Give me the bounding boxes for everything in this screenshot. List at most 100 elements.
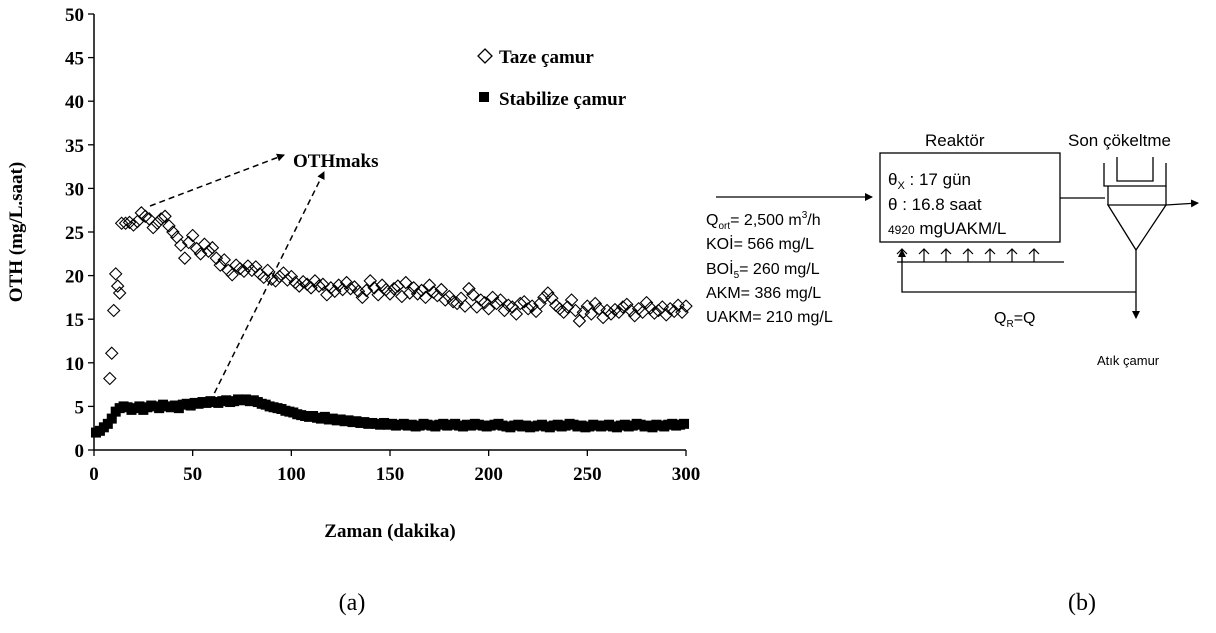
- data-point-taze: [106, 303, 121, 318]
- data-point-taze: [185, 228, 200, 243]
- data-point-taze: [647, 306, 662, 320]
- data-point-taze: [154, 212, 168, 226]
- data-point-taze: [122, 215, 137, 230]
- data-point-taze: [108, 267, 123, 281]
- data-point-taze: [264, 272, 279, 286]
- data-point-taze: [430, 288, 445, 303]
- data-point-taze: [339, 275, 354, 290]
- data-point-taze: [256, 270, 271, 285]
- data-point-taze: [608, 302, 622, 317]
- data-point-taze: [517, 294, 531, 309]
- settler-title: Son çökeltme: [1068, 131, 1171, 150]
- data-point-taze: [181, 235, 196, 250]
- data-point-taze: [616, 300, 630, 314]
- reactor-srt: θX : 17 gün: [888, 170, 971, 192]
- data-point-taze: [576, 305, 591, 320]
- plot-area: 0 5 10 15 20 25 30 35 40 45 50 0 50 100 150 200 250 300: [65, 5, 700, 485]
- annotation-arrow-1: [149, 153, 285, 207]
- data-point-taze: [643, 301, 658, 315]
- data-point-taze: [104, 346, 119, 360]
- data-point-taze: [284, 269, 299, 284]
- recycle-line: [898, 249, 1136, 293]
- reactor-parameters: θX : 17 gün θ : 16.8 saat 4920 mgUAKM/L: [888, 170, 1006, 238]
- y-ticks: 0 5 10 15 20 25 30 35 40 45 50: [65, 5, 94, 462]
- waste-sludge-label: Atık çamur: [1097, 353, 1160, 368]
- series-stabilize-camur: [90, 394, 690, 438]
- data-point-taze: [363, 274, 378, 288]
- legend-label-stabilize: Stabilize çamur: [499, 89, 627, 110]
- aeration-diffusers: [896, 248, 1064, 263]
- data-point-taze: [217, 253, 232, 267]
- data-point-taze: [304, 281, 318, 295]
- data-point-taze: [623, 303, 638, 318]
- data-point-taze: [620, 297, 634, 312]
- data-point-taze: [473, 293, 488, 307]
- data-point-taze: [292, 279, 307, 293]
- data-point-taze: [418, 290, 433, 305]
- data-point-taze: [280, 273, 295, 287]
- othmaks-annotation: OTHmaks: [149, 151, 379, 403]
- panel-label-a: (a): [339, 590, 366, 616]
- y-tick-label: 35: [65, 136, 84, 157]
- data-point-taze: [442, 289, 456, 304]
- annotation-arrow-2: [209, 171, 325, 403]
- data-point-taze: [312, 279, 326, 293]
- x-tick-label: 50: [183, 464, 202, 485]
- data-point-taze: [201, 244, 216, 258]
- legend: Taze çamur Stabilize çamur: [477, 47, 627, 110]
- data-point-taze: [422, 278, 437, 292]
- x-tick-label: 200: [474, 464, 503, 485]
- data-point-taze: [458, 299, 472, 313]
- y-tick-label: 5: [75, 397, 85, 418]
- data-point-taze: [501, 298, 516, 313]
- data-point-taze: [335, 282, 350, 297]
- data-point-taze: [383, 287, 397, 301]
- data-point-taze: [197, 237, 212, 251]
- data-point-taze: [564, 293, 579, 307]
- recycle-label: QR=Q: [994, 310, 1035, 330]
- data-point-taze: [513, 296, 528, 311]
- inflow-uakm: UAKM= 210 mg/L: [706, 309, 833, 326]
- data-point-taze: [679, 299, 693, 313]
- y-tick-label: 20: [65, 267, 84, 288]
- data-point-taze: [541, 286, 555, 300]
- data-point-taze: [604, 307, 618, 321]
- data-point-taze: [521, 301, 535, 316]
- data-point-taze: [193, 247, 208, 261]
- data-point-taze: [359, 283, 374, 298]
- data-point-taze: [150, 216, 164, 231]
- data-point-taze: [568, 303, 583, 318]
- x-tick-label: 0: [89, 464, 99, 485]
- data-point-taze: [434, 282, 449, 297]
- data-point-taze: [114, 216, 129, 231]
- inflow-koi: KOİ= 566 mg/L: [706, 234, 814, 253]
- series-taze-camur: [103, 206, 693, 386]
- data-point-taze: [146, 220, 160, 235]
- data-point-stabilize: [679, 418, 690, 429]
- inflow-parameters: Qort= 2,500 m3/h KOİ= 566 mg/L BOİ5= 260…: [706, 210, 833, 326]
- x-tick-label: 300: [672, 464, 701, 485]
- data-point-taze: [138, 209, 153, 224]
- data-point-taze: [237, 264, 251, 279]
- data-point-taze: [466, 288, 480, 302]
- data-point-taze: [205, 240, 220, 255]
- legend-label-taze: Taze çamur: [499, 47, 594, 68]
- reactor-title: Reaktör: [925, 131, 985, 150]
- panel-label-b: (b): [1068, 590, 1096, 616]
- reactor-box: [879, 152, 1061, 243]
- x-axis-title: Zaman (dakika): [324, 521, 455, 542]
- inflow-boi: BOİ5= 260 mg/L: [706, 259, 820, 281]
- legend-item-stabilize: Stabilize çamur: [479, 89, 627, 110]
- y-tick-label: 30: [65, 179, 84, 200]
- data-point-taze: [371, 288, 385, 302]
- data-point-taze: [588, 296, 603, 311]
- data-point-taze: [276, 266, 291, 280]
- data-point-taze: [355, 290, 370, 305]
- data-point-taze: [414, 283, 429, 298]
- y-tick-label: 45: [65, 49, 84, 70]
- data-point-taze: [533, 296, 547, 311]
- data-point-taze: [584, 307, 599, 321]
- data-point-taze: [438, 293, 453, 307]
- data-point-taze: [112, 286, 127, 300]
